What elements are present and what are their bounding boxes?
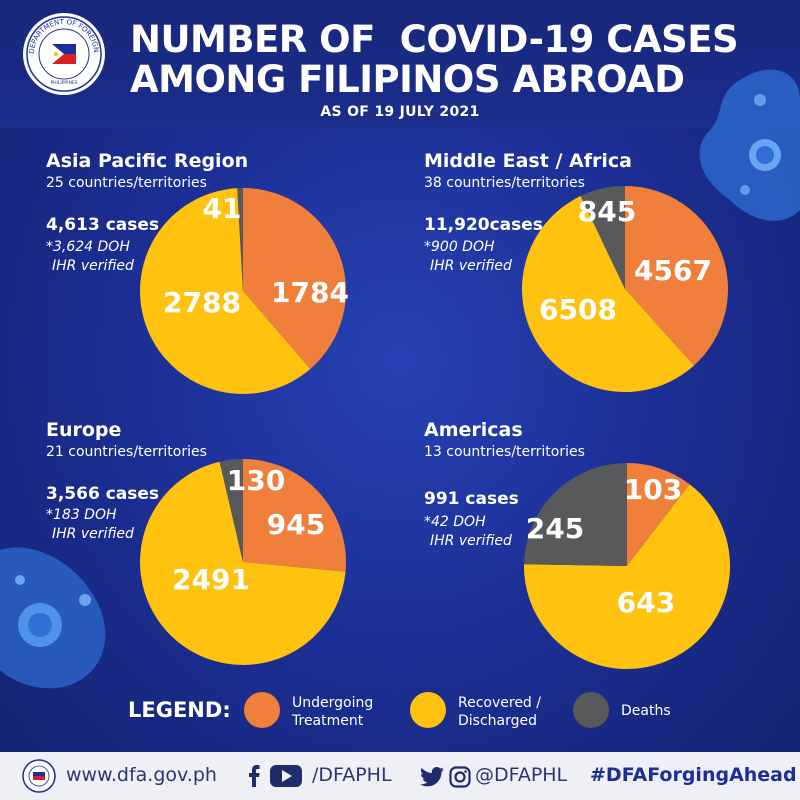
region-subtitle-europe: 21 countries/territories — [46, 444, 207, 460]
instagram-icon[interactable] — [449, 766, 471, 788]
pie-value-label-recovered-discharged-asia-pacific: 2788 — [163, 286, 241, 319]
dfa-small-seal-icon — [22, 759, 56, 793]
doh-count-americas: *42 DOH — [424, 514, 486, 530]
pie-slice-undergoing-treatment-asia-pacific — [243, 188, 346, 369]
facebook-youtube-handle[interactable]: /DFAPHL — [312, 764, 392, 786]
legend-label-undergoing: Undergoing Treatment — [292, 694, 402, 730]
recovered-discharged-swatch-icon — [410, 692, 446, 728]
pie-value-label-undergoing-treatment-asia-pacific: 1784 — [271, 276, 349, 309]
deaths-swatch-icon — [573, 692, 609, 728]
pie-value-label-recovered-discharged-middle-east-africa: 6508 — [539, 293, 617, 326]
legend-label-recovered: Recovered / Discharged — [458, 694, 568, 730]
pie-value-label-undergoing-treatment-middle-east-africa: 4567 — [634, 254, 712, 287]
total-cases-europe: 3,566 cases — [46, 484, 160, 504]
doh-note-asia-pacific: IHR verified — [52, 258, 134, 274]
doh-note-americas: IHR verified — [430, 533, 512, 549]
doh-note-europe: IHR verified — [52, 526, 134, 542]
pie-slice-recovered-discharged-asia-pacific — [140, 188, 311, 394]
pie-value-label-recovered-discharged-europe: 2491 — [172, 563, 250, 596]
title-line-1: NUMBER OF COVID-19 CASES — [130, 18, 739, 61]
pie-slice-recovered-discharged-americas — [524, 484, 731, 669]
doh-verified-asia-pacific: *3,624 DOH IHR verified — [46, 238, 134, 276]
dfa-seal-logo: DEPARTMENT OF FOREIGN AFFAIRS PHILIPPINE… — [22, 12, 105, 95]
region-subtitle-asia-pacific: 25 countries/territories — [46, 175, 207, 191]
pie-value-label-recovered-discharged-americas: 643 — [617, 586, 675, 619]
pie-value-label-undergoing-treatment-europe: 945 — [267, 508, 325, 541]
legend-label-recovered-line2: Discharged — [458, 713, 538, 729]
pie-slice-undergoing-treatment-americas — [627, 463, 690, 566]
total-cases-americas: 991 cases — [424, 489, 519, 509]
doh-verified-europe: *183 DOH IHR verified — [46, 506, 134, 544]
legend-label-undergoing-line1: Undergoing — [292, 695, 374, 711]
total-cases-middle-east-africa: 11,920cases — [424, 215, 543, 235]
pie-slice-recovered-discharged-europe — [140, 461, 346, 665]
legend-label-recovered-line1: Recovered / — [458, 695, 541, 711]
youtube-icon[interactable] — [270, 765, 302, 787]
legend-label-undergoing-line2: Treatment — [292, 713, 364, 729]
pie-slice-recovered-discharged-middle-east-africa — [522, 196, 695, 392]
legend: LEGEND: Undergoing Treatment Recovered /… — [0, 686, 800, 736]
pie-value-label-deaths-europe: 130 — [227, 464, 285, 497]
twitter-icon[interactable] — [420, 767, 444, 787]
title-line-2: AMONG FILIPINOS ABROAD — [130, 58, 685, 101]
doh-verified-americas: *42 DOH IHR verified — [424, 513, 512, 551]
region-title-asia-pacific: Asia Pacific Region — [46, 150, 249, 172]
pie-slice-deaths-middle-east-africa — [580, 186, 625, 289]
doh-count-europe: *183 DOH — [46, 507, 117, 523]
pie-value-label-deaths-americas: 245 — [526, 512, 584, 545]
seal-subtext: PHILIPPINES — [50, 80, 77, 86]
header-band — [0, 0, 800, 128]
region-title-middle-east-africa: Middle East / Africa — [424, 150, 632, 172]
region-title-americas: Americas — [424, 419, 523, 441]
pie-value-label-deaths-middle-east-africa: 845 — [578, 195, 636, 228]
doh-count-asia-pacific: *3,624 DOH — [46, 239, 130, 255]
pie-slice-deaths-asia-pacific — [237, 188, 243, 291]
pie-slice-deaths-americas — [524, 463, 627, 566]
region-subtitle-middle-east-africa: 38 countries/territories — [424, 175, 585, 191]
doh-count-middle-east-africa: *900 DOH — [424, 239, 495, 255]
pie-slice-undergoing-treatment-europe — [243, 459, 347, 572]
region-subtitle-americas: 13 countries/territories — [424, 444, 585, 460]
twitter-instagram-handle[interactable]: @DFAPHL — [475, 764, 568, 786]
pie-slice-undergoing-treatment-middle-east-africa — [625, 186, 728, 366]
pie-value-label-undergoing-treatment-americas: 103 — [624, 473, 682, 506]
hashtag[interactable]: #DFAForgingAhead — [590, 764, 797, 786]
total-cases-asia-pacific: 4,613 cases — [46, 215, 160, 235]
virus-decoration-bottom-left — [0, 547, 106, 689]
legend-title: LEGEND: — [128, 698, 231, 722]
website-link[interactable]: www.dfa.gov.ph — [66, 764, 217, 786]
doh-note-middle-east-africa: IHR verified — [430, 258, 512, 274]
undergoing-treatment-swatch-icon — [244, 692, 280, 728]
facebook-icon[interactable] — [248, 765, 260, 787]
pie-slice-deaths-europe — [219, 459, 243, 562]
legend-label-deaths: Deaths — [621, 703, 671, 719]
virus-decoration-top-right — [699, 69, 800, 221]
pie-value-label-deaths-asia-pacific: 41 — [203, 192, 242, 225]
region-title-europe: Europe — [46, 419, 122, 441]
footer: www.dfa.gov.ph /DFAPHL @DFAPHL #DFAForgi… — [0, 752, 800, 800]
doh-verified-middle-east-africa: *900 DOH IHR verified — [424, 238, 512, 276]
page-title: NUMBER OF COVID-19 CASES AMONG FILIPINOS… — [130, 18, 739, 101]
as-of-date: AS OF 19 JULY 2021 — [320, 104, 480, 120]
